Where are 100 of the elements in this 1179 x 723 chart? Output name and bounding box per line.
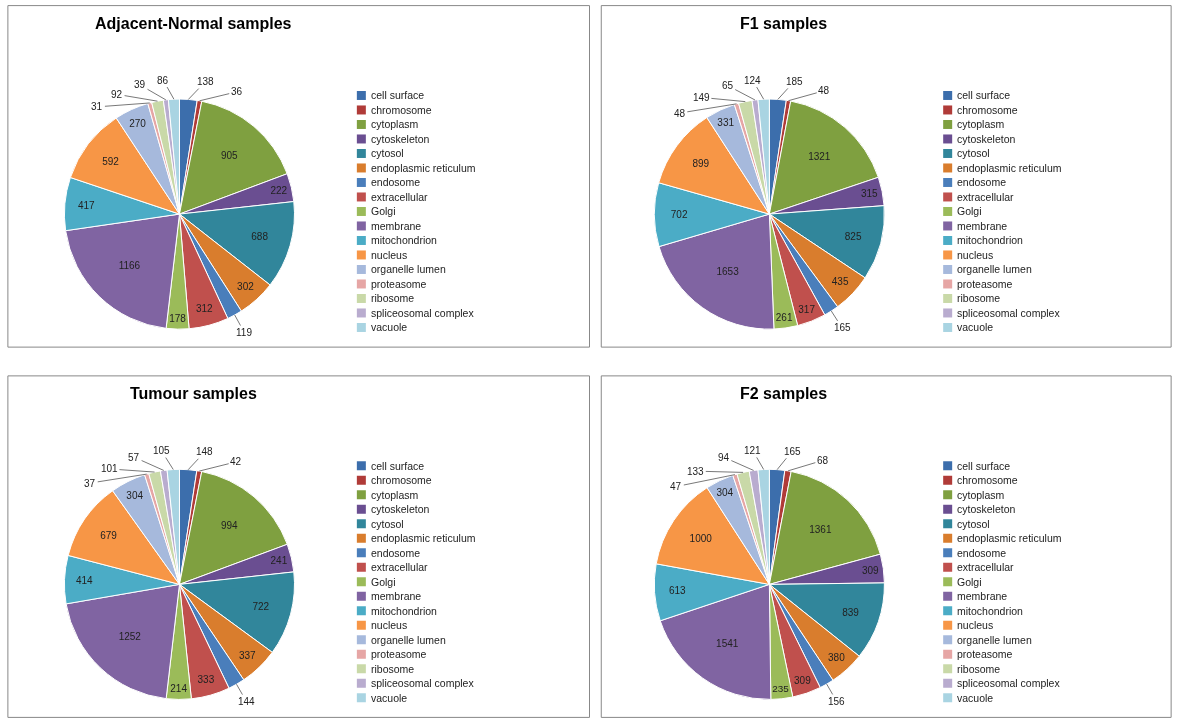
- data-label: 124: [744, 75, 762, 86]
- legend-label: endosome: [957, 547, 1007, 559]
- data-label: 119: [236, 327, 253, 338]
- legend-label: spliceosomal complex: [371, 677, 475, 689]
- data-label: 241: [270, 555, 288, 567]
- data-label: 165: [834, 322, 852, 333]
- legend-label: organelle lumen: [371, 634, 446, 646]
- legend-label: endosome: [371, 547, 421, 559]
- legend-label: vacuole: [957, 321, 994, 333]
- legend-label: cytoskeleton: [371, 503, 430, 515]
- legend-label: extracellular: [371, 561, 429, 573]
- data-label: 414: [75, 574, 94, 586]
- data-label: 65: [722, 80, 734, 91]
- data-label: 1653: [716, 266, 740, 278]
- data-label: 148: [196, 446, 214, 457]
- legend-label: cytoskeleton: [957, 133, 1016, 145]
- data-label: 144: [238, 696, 256, 707]
- data-label: 261: [775, 311, 793, 323]
- legend-label: vacuole: [371, 321, 408, 333]
- legend-label: vacuole: [957, 692, 994, 704]
- legend-label: Golgi: [957, 576, 982, 588]
- data-label: 333: [197, 673, 215, 685]
- legend-label: cell surface: [957, 460, 1011, 472]
- data-label: 92: [111, 89, 123, 100]
- legend-label: cytoplasm: [957, 118, 1005, 130]
- data-label: 1166: [118, 259, 141, 271]
- legend-label: organelle lumen: [957, 263, 1032, 275]
- data-label: 101: [101, 463, 119, 474]
- legend-label: endoplasmic reticulum: [371, 162, 476, 174]
- data-label: 337: [238, 649, 257, 661]
- data-label: 417: [77, 200, 96, 212]
- data-label: 331: [717, 116, 735, 128]
- legend-label: cytoplasm: [957, 489, 1005, 501]
- legend-label: cytoskeleton: [957, 503, 1016, 515]
- legend-label: cytosol: [957, 147, 990, 159]
- data-label: 302: [237, 281, 255, 293]
- data-label: 1000: [689, 533, 713, 545]
- data-label: 86: [157, 75, 169, 86]
- legend-label: chromosome: [371, 474, 432, 486]
- legend-label: proteasome: [371, 648, 427, 660]
- data-label: 94: [718, 452, 730, 463]
- legend-label: mitochondrion: [957, 605, 1024, 617]
- legend-label: proteasome: [957, 648, 1013, 660]
- legend-label: ribosome: [957, 663, 1001, 675]
- data-label: 68: [817, 455, 829, 466]
- data-label: 905: [220, 149, 239, 161]
- legend-label: ribosome: [371, 292, 415, 304]
- legend-label: cytoplasm: [371, 489, 419, 501]
- data-label: 315: [860, 188, 879, 200]
- legend-label: organelle lumen: [957, 634, 1032, 646]
- legend-label: spliceosomal complex: [957, 677, 1061, 689]
- data-label: 1252: [118, 631, 142, 643]
- legend-label: cytosol: [957, 518, 990, 530]
- data-label: 235: [772, 683, 790, 695]
- chart-title: F2 samples: [740, 385, 828, 402]
- data-label: 839: [842, 606, 860, 618]
- legend-label: chromosome: [957, 104, 1018, 116]
- legend-label: chromosome: [371, 104, 432, 116]
- legend-label: spliceosomal complex: [371, 307, 475, 319]
- legend-label: mitochondrion: [371, 605, 438, 617]
- data-label: 133: [687, 466, 705, 477]
- legend-label: extracellular: [957, 561, 1015, 573]
- data-label: 48: [818, 85, 830, 96]
- legend-label: endosome: [957, 176, 1007, 188]
- legend-label: organelle lumen: [371, 263, 446, 275]
- legend-label: cytoskeleton: [371, 133, 430, 145]
- data-label: 312: [195, 303, 214, 315]
- data-label: 214: [170, 682, 188, 694]
- data-label: 149: [693, 92, 711, 103]
- legend-label: membrane: [957, 590, 1008, 602]
- data-label: 613: [668, 585, 686, 597]
- data-label: 994: [220, 520, 239, 532]
- chart-title: F1 samples: [740, 15, 828, 32]
- legend-label: extracellular: [957, 191, 1015, 203]
- legend-label: spliceosomal complex: [957, 307, 1061, 319]
- legend-label: endoplasmic reticulum: [371, 532, 476, 544]
- data-label: 309: [794, 675, 812, 687]
- data-label: 42: [230, 456, 242, 467]
- data-label: 435: [831, 276, 849, 288]
- legend-label: Golgi: [371, 205, 396, 217]
- legend-label: endoplasmic reticulum: [957, 162, 1062, 174]
- legend-label: vacuole: [371, 692, 408, 704]
- chart-title: Adjacent-Normal samples: [95, 15, 292, 32]
- data-label: 688: [251, 231, 269, 243]
- legend-label: Golgi: [371, 576, 396, 588]
- legend-label: extracellular: [371, 191, 429, 203]
- data-label: 304: [716, 486, 734, 498]
- data-label: 31: [91, 101, 103, 112]
- legend-label: endoplasmic reticulum: [957, 532, 1062, 544]
- data-label: 380: [828, 652, 846, 664]
- data-label: 679: [100, 530, 118, 542]
- legend-label: proteasome: [371, 278, 427, 290]
- legend-label: proteasome: [957, 278, 1013, 290]
- legend-label: cell surface: [371, 460, 425, 472]
- legend-label: mitochondrion: [957, 234, 1024, 246]
- legend-label: cytosol: [371, 518, 404, 530]
- legend-label: nucleus: [371, 249, 408, 261]
- data-label: 722: [252, 600, 270, 612]
- data-label: 592: [102, 155, 120, 167]
- data-label: 899: [692, 158, 710, 170]
